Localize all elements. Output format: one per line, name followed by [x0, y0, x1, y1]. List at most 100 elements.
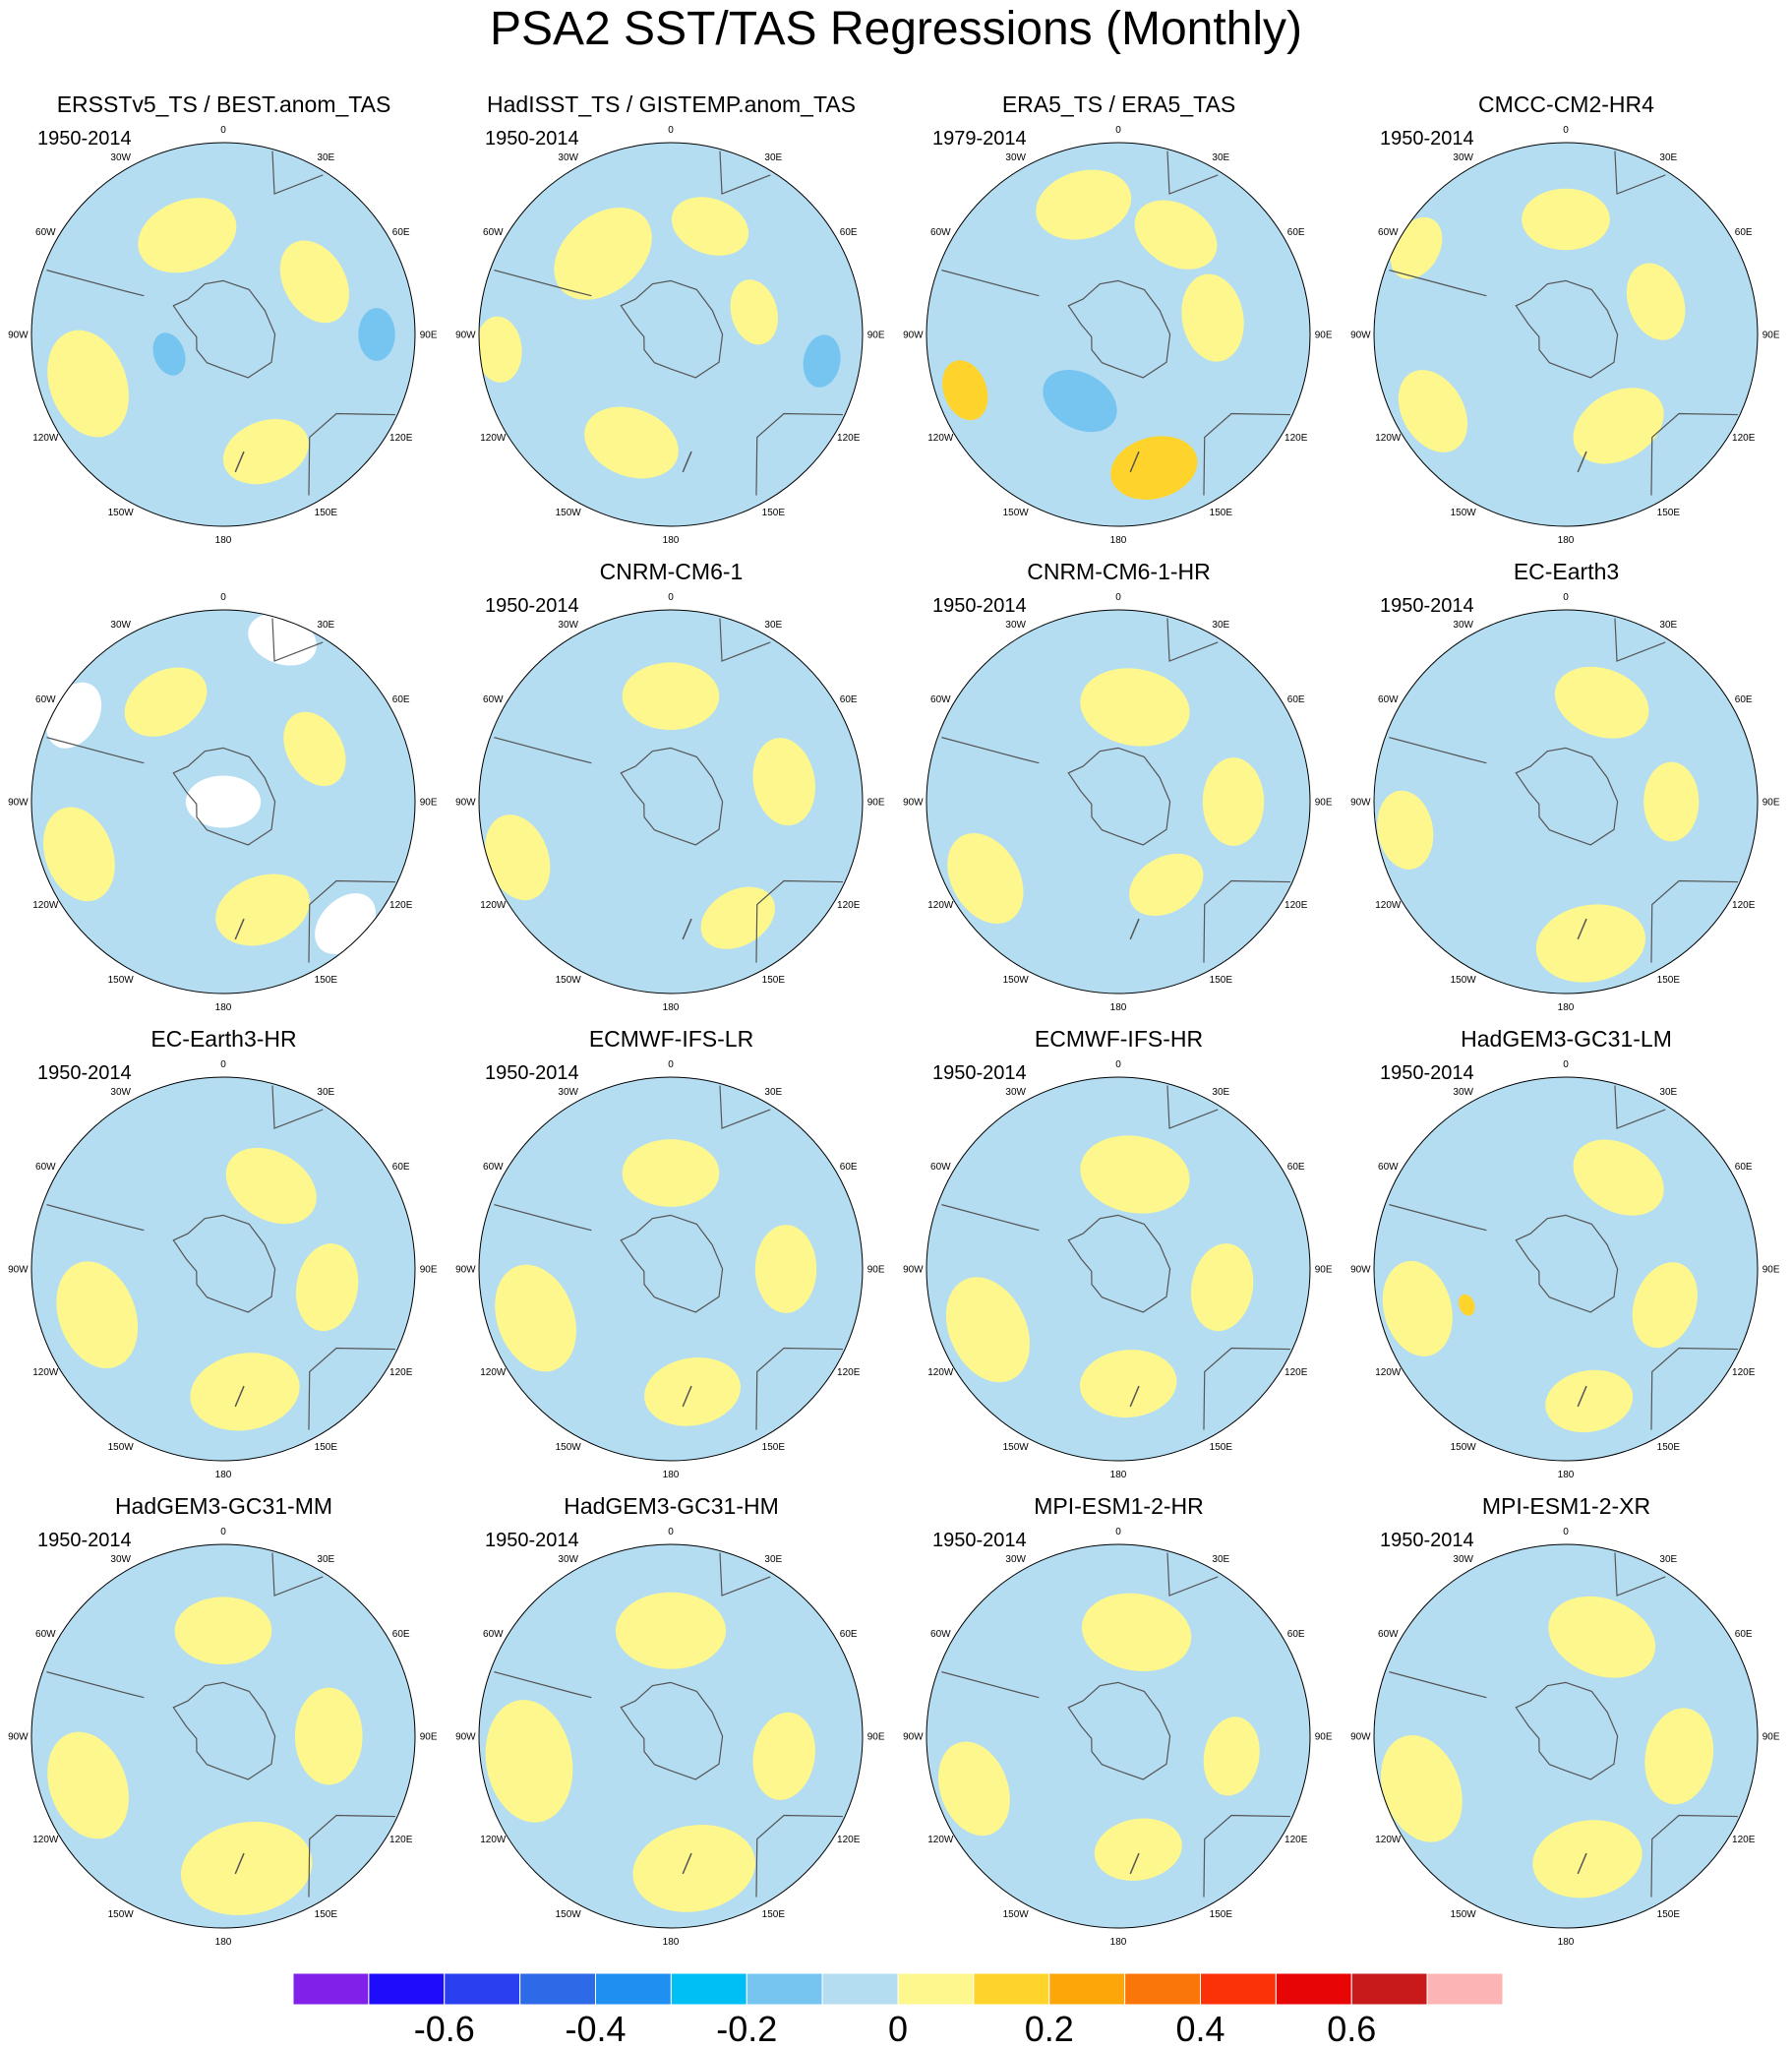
- south-america-coastline: [941, 1204, 1040, 1232]
- regression-region: [1190, 1243, 1254, 1332]
- map-boundary: [478, 142, 864, 527]
- longitude-label: 0: [220, 1059, 226, 1070]
- map-panel: 0 30E 60E 90E 120E 150E 180 150W 120W 90W 60W 30W Ha…: [448, 1485, 895, 1953]
- longitude-label: 150W: [556, 975, 582, 986]
- longitude-label: 30W: [558, 620, 578, 631]
- new-zealand-coastline: [682, 918, 692, 940]
- longitude-label: 120W: [1375, 900, 1402, 911]
- longitude-label: 120W: [32, 1835, 59, 1845]
- polar-map: 0 30E 60E 90E 120E 150E 180 150W 120W 90W 60W 30W: [455, 125, 885, 546]
- longitude-label: 90E: [420, 798, 438, 809]
- longitude-label: 90E: [1762, 1732, 1780, 1743]
- new-zealand-coastline: [1577, 1385, 1587, 1408]
- antarctica-coastline: [620, 747, 724, 846]
- longitude-label: 120E: [1284, 433, 1308, 444]
- panel-title: HadGEM3-GC31-MM: [114, 1493, 333, 1519]
- south-america-coastline: [1389, 270, 1487, 297]
- longitude-label: 150E: [762, 1442, 786, 1453]
- south-america-coastline: [1389, 737, 1487, 764]
- longitude-label: 90W: [455, 1265, 476, 1276]
- longitude-label: 150E: [762, 975, 786, 986]
- longitude-label: 90E: [1315, 798, 1333, 809]
- longitude-label: 120E: [837, 900, 861, 911]
- colorbar-tick-label: 0.6: [1327, 2009, 1377, 2049]
- regression-region: [1626, 263, 1686, 340]
- south-america-coastline: [46, 737, 145, 764]
- longitude-label: 60W: [35, 1629, 56, 1640]
- longitude-label: 120W: [32, 900, 59, 911]
- regression-region: [1036, 169, 1132, 240]
- antarctica-coastline: [172, 1214, 276, 1313]
- colorbar-swatch: [897, 1973, 975, 2005]
- panel-title: HadGEM3-GC31-LM: [1461, 1026, 1672, 1052]
- longitude-label: 180: [1558, 1937, 1575, 1948]
- regression-region: [1129, 853, 1204, 917]
- longitude-label: 0: [1563, 1059, 1569, 1070]
- longitude-label: 0: [1563, 125, 1569, 136]
- longitude-label: 120W: [32, 1367, 59, 1378]
- longitude-label: 60E: [840, 694, 858, 705]
- regression-region: [1043, 369, 1117, 433]
- longitude-label: 30W: [1005, 620, 1026, 631]
- regression-region: [358, 308, 395, 361]
- regression-region: [1134, 200, 1218, 270]
- regression-region: [1377, 790, 1434, 870]
- australia-coastline: [1203, 879, 1290, 963]
- longitude-label: 120W: [927, 900, 954, 911]
- regression-region: [730, 279, 778, 345]
- regression-region: [1080, 668, 1190, 747]
- south-america-coastline: [494, 270, 592, 297]
- south-america-coastline: [494, 1671, 592, 1699]
- africa-coastline: [1166, 151, 1219, 195]
- longitude-label: 30W: [1005, 1554, 1026, 1565]
- antarctica-coastline: [172, 279, 276, 379]
- polar-map: 0 30E 60E 90E 120E 150E 180 150W 120W 90W 60W 30W: [1350, 592, 1780, 1013]
- polar-map: 0 30E 60E 90E 120E 150E 180 150W 120W 90W 60W 30W: [1350, 125, 1780, 546]
- map-boundary: [478, 609, 864, 994]
- map-boundary: [478, 1076, 864, 1462]
- longitude-label: 30E: [764, 152, 782, 163]
- longitude-label: 0: [1563, 1527, 1569, 1537]
- longitude-label: 120E: [1284, 1367, 1308, 1378]
- regression-region: [622, 1139, 720, 1207]
- regression-region: [215, 874, 310, 946]
- regression-region: [1545, 1369, 1634, 1433]
- longitude-label: 30E: [764, 1554, 782, 1565]
- longitude-label: 30W: [1005, 1087, 1026, 1098]
- longitude-label: 60E: [1735, 1629, 1753, 1640]
- longitude-label: 0: [1115, 125, 1121, 136]
- longitude-label: 150E: [1657, 1909, 1681, 1920]
- longitude-label: 180: [663, 1937, 680, 1948]
- map-panel: 0 30E 60E 90E 120E 150E 180 150W 120W 90W 60W 30W CN…: [895, 551, 1343, 1018]
- polar-map: 0 30E 60E 90E 120E 150E 180 150W 120W 90W 60W 30W: [903, 592, 1333, 1013]
- new-zealand-coastline: [682, 1852, 692, 1875]
- colorbar-swatch: [293, 1973, 370, 2005]
- longitude-label: 90E: [420, 1265, 438, 1276]
- longitude-label: 120W: [480, 900, 507, 911]
- polar-map: 0 30E 60E 90E 120E 150E 180 150W 120W 90W 60W 30W: [903, 125, 1333, 546]
- map-panel: 0 30E 60E 90E 120E 150E 180 150W 120W 90W 60W 30W Ha…: [0, 1485, 448, 1953]
- regression-region: [632, 1825, 756, 1912]
- longitude-label: 90E: [867, 1265, 885, 1276]
- longitude-label: 60E: [1287, 1629, 1305, 1640]
- longitude-label: 30W: [558, 152, 578, 163]
- longitude-label: 180: [1558, 1470, 1575, 1480]
- period-label: 1950-2014: [37, 1062, 132, 1084]
- antarctica-coastline: [620, 1681, 724, 1780]
- new-zealand-coastline: [1577, 1852, 1587, 1875]
- period-label: 1950-2014: [1380, 595, 1474, 617]
- regression-region: [174, 1597, 272, 1665]
- australia-coastline: [755, 412, 843, 496]
- regression-region: [1081, 1593, 1192, 1672]
- longitude-label: 90W: [8, 331, 29, 341]
- period-label: 1950-2014: [932, 595, 1027, 617]
- longitude-label: 150W: [1003, 1909, 1030, 1920]
- africa-coastline: [271, 1552, 324, 1597]
- regression-region: [225, 1147, 317, 1225]
- longitude-label: 150E: [315, 975, 338, 986]
- australia-coastline: [1203, 412, 1290, 496]
- polar-map: 0 30E 60E 90E 120E 150E 180 150W 120W 90W 60W 30W: [8, 1059, 438, 1480]
- longitude-label: 150E: [1210, 1442, 1233, 1453]
- regression-region: [1398, 370, 1468, 452]
- longitude-label: 90E: [420, 1732, 438, 1743]
